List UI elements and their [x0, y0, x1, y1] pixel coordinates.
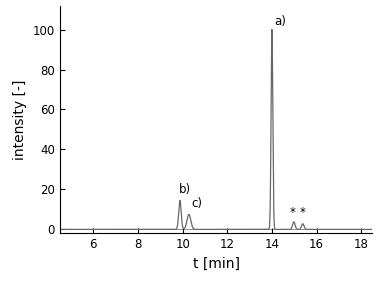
Text: *: * — [300, 206, 306, 219]
Text: *: * — [290, 206, 296, 219]
Text: a): a) — [275, 15, 287, 28]
Text: c): c) — [191, 197, 202, 210]
Y-axis label: intensity [-]: intensity [-] — [13, 79, 27, 160]
Text: b): b) — [178, 183, 191, 197]
X-axis label: t [min]: t [min] — [193, 257, 240, 271]
